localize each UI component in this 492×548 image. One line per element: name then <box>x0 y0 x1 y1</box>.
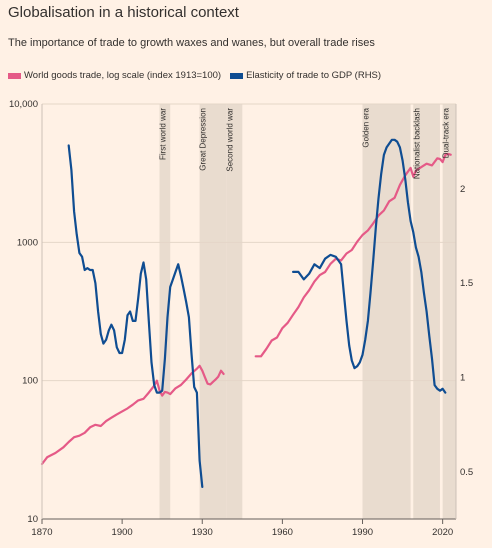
era-band-3 <box>362 104 411 519</box>
y-right-tick-label: 2 <box>460 184 465 195</box>
era-band-5 <box>442 104 456 519</box>
era-band-2 <box>226 104 243 519</box>
trade-line-segment-1 <box>254 152 452 358</box>
legend-item-trade: World goods trade, log scale (index 1913… <box>8 70 221 81</box>
x-tick-label: 1900 <box>112 527 133 538</box>
era-band-0 <box>159 104 171 519</box>
era-bands <box>159 104 456 519</box>
y-left-tick-label: 1000 <box>17 237 38 248</box>
era-label-2: Second world war <box>225 108 234 172</box>
x-tick-label: 1870 <box>31 527 52 538</box>
trade-line-segment-0 <box>40 364 225 466</box>
legend-label-elasticity: Elasticity of trade to GDP (RHS) <box>246 70 382 81</box>
legend-label-trade: World goods trade, log scale (index 1913… <box>24 70 222 81</box>
elasticity-line-segment-0 <box>67 144 204 488</box>
chart-title: Globalisation in a historical context <box>8 4 239 21</box>
legend: World goods trade, log scale (index 1913… <box>8 70 381 81</box>
era-labels: First world war Great Depression Second wo… <box>159 107 451 179</box>
era-label-3: Golden era <box>362 107 371 147</box>
x-tick-label: 1990 <box>352 527 373 538</box>
y-left-tick-label: 10,000 <box>9 99 38 110</box>
legend-item-elasticity: Elasticity of trade to GDP (RHS) <box>230 70 381 81</box>
x-tick-label: 1960 <box>272 527 293 538</box>
chart-subtitle: The importance of trade to growth waxes … <box>8 37 375 49</box>
y-right-tick-label: 1.5 <box>460 278 473 289</box>
legend-swatch-elasticity <box>230 72 244 79</box>
axes: 10,000 1000 100 10 2 1.5 1 0.5 1870 1900 1930 1960 1… <box>9 99 473 538</box>
era-label-0: First world war <box>159 108 168 160</box>
legend-swatch-trade <box>8 72 21 79</box>
y-right-tick-label: 0.5 <box>460 467 473 478</box>
x-tick-label: 2020 <box>432 527 453 538</box>
y-left-tick-label: 10 <box>27 514 38 525</box>
era-label-4: Nationalist backlash <box>412 108 421 179</box>
elasticity-line-segment-1 <box>292 138 447 394</box>
x-tick-label: 1930 <box>192 527 213 538</box>
y-left-tick-label: 100 <box>22 376 38 387</box>
y-right-tick-label: 1 <box>460 373 465 384</box>
era-label-5: Dual-track era <box>442 107 451 158</box>
era-label-1: Great Depression <box>199 108 208 171</box>
series-lines <box>40 138 452 488</box>
era-band-1 <box>199 104 227 519</box>
